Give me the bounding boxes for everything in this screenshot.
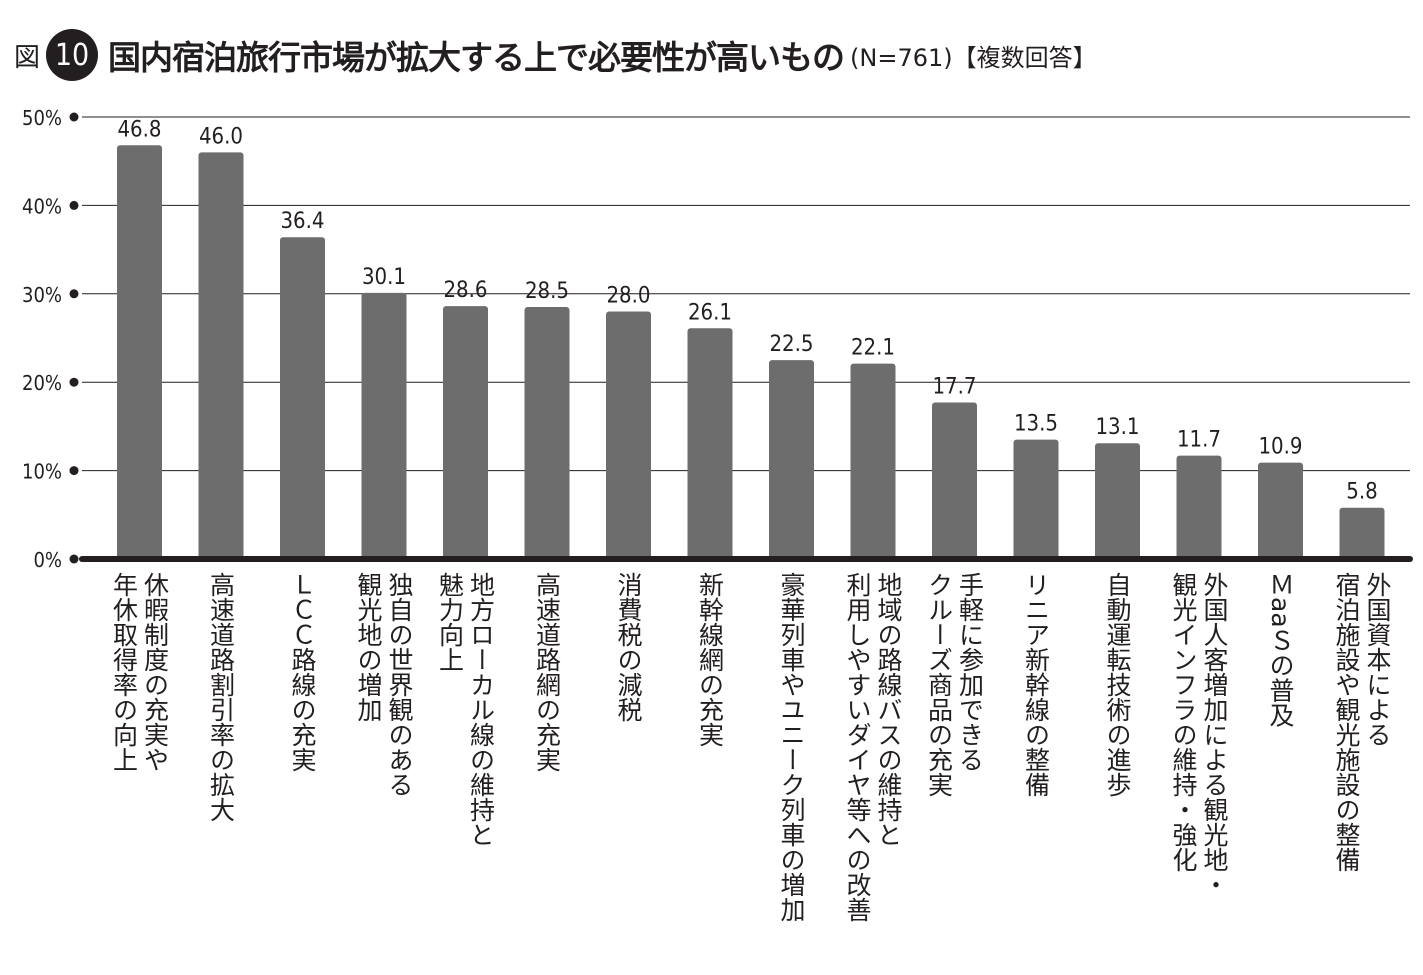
x-tick-label: ＭaaＳの普及 xyxy=(1266,572,1295,728)
x-tick-label: リニア新幹線の整備 xyxy=(1021,572,1051,797)
data-label: 22.1 xyxy=(851,336,895,361)
data-label: 30.1 xyxy=(362,265,406,290)
bar xyxy=(932,402,977,559)
figure-number-badge: 10 xyxy=(46,29,99,81)
x-tick-label: 外国資本による 宿泊施設や観光施設の整備 xyxy=(1332,572,1392,872)
y-tick-label: 20% xyxy=(22,371,62,395)
x-tick-label: 手軽に参加できる クルーズ商品の充実 xyxy=(924,572,985,797)
data-label: 13.5 xyxy=(1014,412,1058,437)
figure-prefix: 図 xyxy=(14,42,41,73)
y-tick-label: 40% xyxy=(22,194,62,218)
x-tick-label: 地方ローカル線の維持と 魅力向上 xyxy=(435,572,496,847)
data-label: 10.9 xyxy=(1258,435,1302,460)
x-tick-label: 高速道路割引率の拡大 xyxy=(206,572,236,822)
tick-dot xyxy=(69,466,79,476)
y-tick-label: 30% xyxy=(22,283,62,307)
x-tick-label: 豪華列車やユニーク列車の増加 xyxy=(777,572,806,922)
bar xyxy=(850,363,896,559)
bar xyxy=(280,237,325,559)
chart-header: 図 10 国内宿泊旅行市場が拡大する上で必要性が高いもの (N=761)【複数回… xyxy=(14,28,1097,82)
data-label: 36.4 xyxy=(280,209,324,234)
x-tick-label: 消費税の減税 xyxy=(614,572,643,722)
x-tick-label: 独自の世界観のある 観光地の増加 xyxy=(354,572,414,797)
y-tick-label: 10% xyxy=(22,460,62,484)
bar xyxy=(1095,443,1140,559)
bar xyxy=(198,152,244,560)
x-tick-label: 地域の路線バスの維持と 利用しやすいダイヤ等への改善 xyxy=(843,572,903,922)
data-label: 17.7 xyxy=(932,375,976,400)
bar xyxy=(1176,455,1222,559)
x-tick-label: 新幹線網の充実 xyxy=(695,572,725,747)
data-label: 28.5 xyxy=(525,279,569,304)
tick-dot xyxy=(69,289,79,299)
bar xyxy=(769,360,814,559)
chart-title: 国内宿泊旅行市場が拡大する上で必要性が高いもの xyxy=(108,38,845,77)
bar xyxy=(1339,507,1385,559)
data-label: 46.8 xyxy=(117,117,161,142)
x-tick-label: 高速道路網の充実 xyxy=(532,572,562,772)
bar xyxy=(1013,439,1059,559)
tick-dot xyxy=(69,377,79,387)
data-label: 22.5 xyxy=(769,332,813,357)
data-label: 46.0 xyxy=(199,124,243,149)
x-tick-label: 自動運転技術の進歩 xyxy=(1103,572,1132,797)
data-label: 28.0 xyxy=(606,283,650,308)
x-tick-label: 外国人客増加による観光地・ 観光インフラの維持・強化 xyxy=(1169,572,1229,897)
bar xyxy=(361,292,407,559)
tick-dot xyxy=(69,554,79,564)
bar xyxy=(687,328,733,559)
bar xyxy=(1258,462,1303,559)
y-tick-label: 50% xyxy=(22,106,62,130)
tick-dot xyxy=(69,200,79,210)
tick-dot xyxy=(69,112,79,122)
data-label: 11.7 xyxy=(1177,428,1221,453)
bar xyxy=(524,307,570,559)
y-tick-label: 0% xyxy=(33,548,62,572)
bar xyxy=(117,145,162,559)
data-label: 26.1 xyxy=(688,300,732,325)
bar xyxy=(443,306,488,559)
x-tick-label: 休暇制度の充実や 年休取得率の向上 xyxy=(109,572,170,772)
data-label: 28.6 xyxy=(443,278,487,303)
x-tick-label: ＬＣＣ路線の充実 xyxy=(288,572,317,772)
data-label: 5.8 xyxy=(1346,480,1377,505)
chart-note: (N=761)【複数回答】 xyxy=(850,43,1097,72)
data-label: 13.1 xyxy=(1095,415,1139,440)
bar xyxy=(606,311,651,559)
